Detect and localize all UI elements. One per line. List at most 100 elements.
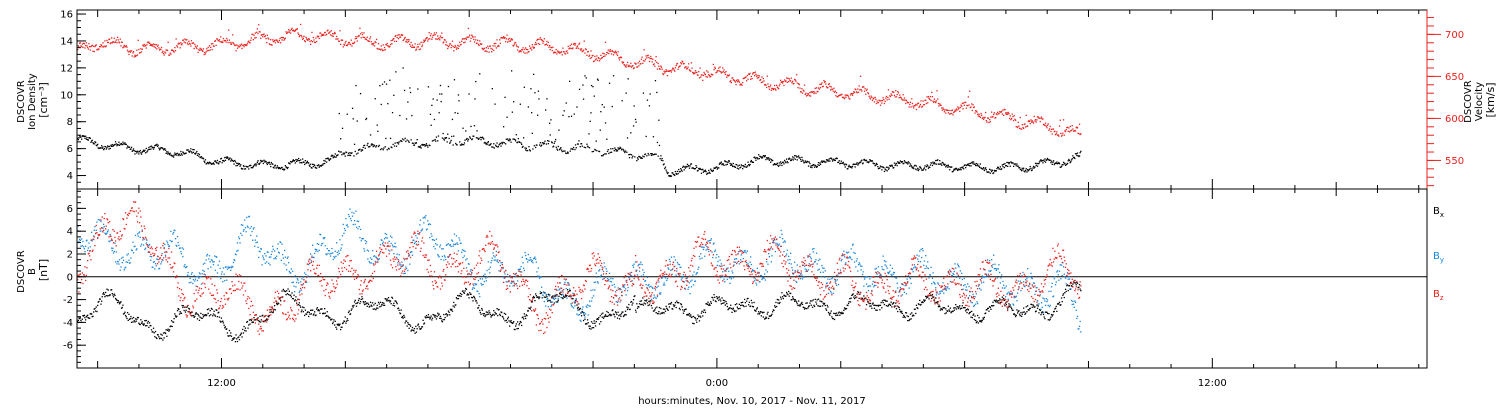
data-point — [900, 97, 902, 99]
data-point — [233, 43, 235, 45]
data-point — [891, 306, 893, 308]
data-point — [432, 98, 434, 100]
data-point — [778, 299, 780, 301]
data-point — [588, 327, 591, 330]
data-point — [236, 47, 239, 49]
data-point — [224, 326, 227, 328]
data-point — [687, 165, 689, 167]
data-point — [462, 127, 464, 129]
data-point — [345, 322, 347, 324]
data-point — [913, 107, 915, 109]
data-point — [602, 154, 605, 156]
data-point — [345, 44, 348, 46]
data-point — [147, 148, 149, 151]
data-point — [177, 308, 179, 310]
data-point — [404, 36, 406, 39]
data-point — [734, 80, 736, 82]
data-point — [423, 322, 426, 324]
data-point — [487, 141, 489, 143]
data-point — [1020, 169, 1022, 171]
data-point — [806, 94, 808, 96]
data-point — [983, 318, 985, 320]
data-point — [784, 294, 786, 297]
data-point — [232, 338, 234, 340]
data-point — [1036, 116, 1039, 118]
data-point — [295, 158, 297, 161]
data-point — [167, 151, 169, 153]
data-point — [960, 169, 962, 171]
data-point — [975, 162, 977, 165]
data-point — [873, 162, 876, 165]
data-point — [1074, 153, 1077, 155]
data-point — [207, 46, 209, 49]
data-point — [1007, 308, 1009, 310]
data-point — [630, 62, 632, 64]
data-point — [766, 157, 768, 159]
data-point — [661, 312, 663, 315]
data-point — [861, 297, 863, 300]
data-point — [875, 98, 877, 100]
data-point — [450, 139, 452, 142]
data-point — [630, 154, 633, 156]
data-point — [202, 48, 205, 50]
data-point — [644, 60, 646, 62]
data-point — [435, 32, 438, 34]
data-point — [391, 39, 394, 41]
data-point — [1030, 121, 1033, 123]
data-point — [593, 60, 595, 62]
data-point — [694, 167, 697, 170]
data-point — [487, 45, 489, 47]
data-point — [138, 48, 140, 51]
data-point — [973, 106, 975, 109]
data-point — [116, 36, 119, 38]
data-point — [330, 158, 332, 160]
data-point — [704, 169, 707, 171]
data-point — [363, 32, 365, 34]
data-point — [952, 114, 954, 116]
data-point — [103, 148, 105, 150]
data-point — [823, 160, 825, 162]
data-point — [864, 88, 866, 90]
data-point — [954, 169, 956, 171]
data-point — [917, 102, 920, 104]
data-point — [79, 317, 81, 320]
data-point — [916, 307, 918, 309]
data-point — [237, 249, 239, 252]
data-point — [757, 74, 759, 77]
data-point — [119, 302, 121, 304]
data-point — [224, 159, 227, 161]
data-point — [720, 161, 722, 163]
data-point — [137, 235, 139, 237]
data-point — [679, 65, 681, 67]
data-point — [582, 319, 585, 322]
data-point — [172, 321, 175, 323]
data-point — [660, 66, 663, 68]
data-point — [373, 144, 375, 146]
data-point — [591, 151, 593, 153]
data-point — [77, 49, 79, 51]
data-point — [817, 305, 819, 307]
data-point — [997, 166, 999, 168]
data-point — [1041, 118, 1043, 120]
data-point — [172, 233, 174, 235]
data-point — [573, 294, 575, 296]
data-point — [315, 37, 317, 39]
data-point — [964, 164, 966, 166]
data-point — [665, 169, 667, 171]
data-point — [207, 312, 209, 314]
data-point — [845, 94, 848, 96]
data-point — [120, 45, 122, 47]
data-point — [90, 312, 92, 315]
data-point — [697, 74, 699, 76]
data-point — [635, 63, 637, 65]
data-point — [700, 172, 703, 174]
data-point — [907, 320, 909, 322]
data-point — [443, 39, 446, 41]
data-point — [744, 298, 746, 301]
data-point — [780, 161, 782, 163]
data-point — [487, 142, 489, 144]
data-point — [116, 301, 119, 304]
data-point — [134, 150, 137, 152]
data-point — [561, 294, 563, 296]
data-point — [80, 319, 82, 322]
